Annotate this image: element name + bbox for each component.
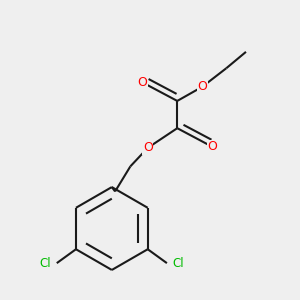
Text: O: O	[207, 140, 217, 153]
Text: O: O	[137, 76, 147, 89]
Text: Cl: Cl	[40, 256, 51, 270]
Text: O: O	[197, 80, 207, 93]
Text: Cl: Cl	[172, 256, 184, 270]
Text: O: O	[143, 141, 153, 154]
